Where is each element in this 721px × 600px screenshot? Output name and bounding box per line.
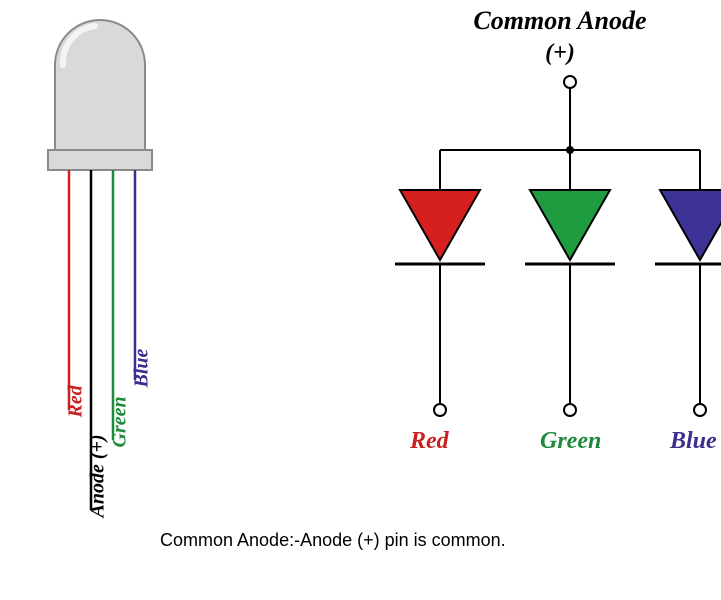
schematic-svg bbox=[0, 0, 721, 480]
diode-label-green: Green bbox=[540, 428, 601, 455]
caption-text: Common Anode:-Anode (+) pin is common. bbox=[160, 530, 506, 551]
diode-label-red: Red bbox=[410, 428, 449, 455]
diode-label-blue: Blue bbox=[670, 428, 717, 455]
